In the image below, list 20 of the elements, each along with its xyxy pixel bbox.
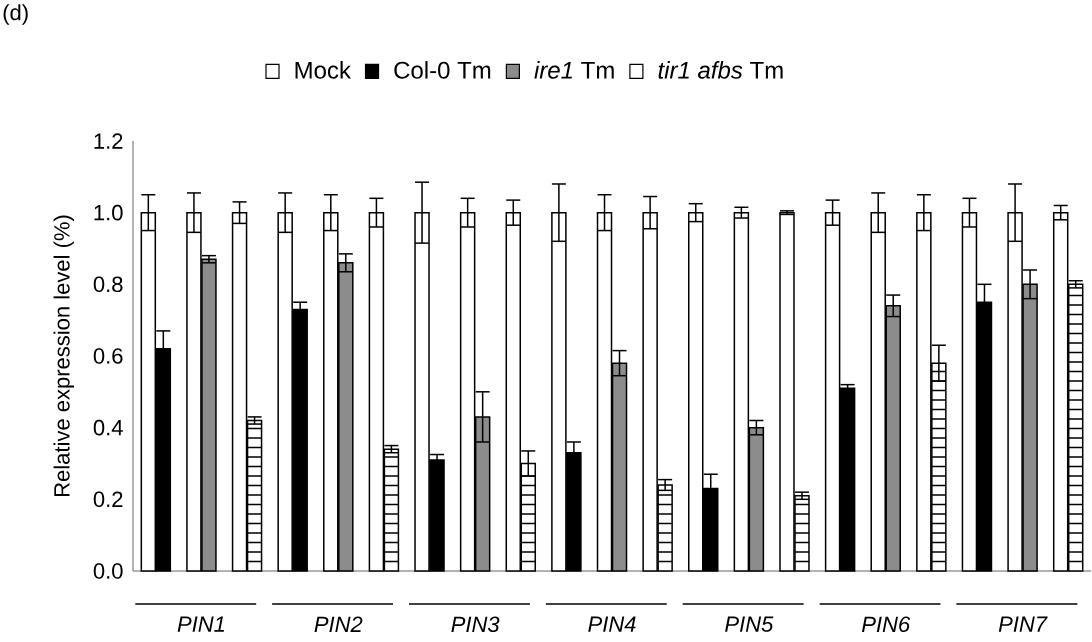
- x-tick-label: PIN6: [861, 616, 911, 633]
- y-axis-title: Relative expression level (%): [53, 215, 75, 497]
- legend-label: Col-0 Tm: [394, 61, 491, 79]
- legend-label: tir1 afbs Tm: [658, 61, 783, 79]
- y-tick-label: 1.0: [94, 204, 123, 221]
- x-tick-label: PIN5: [725, 616, 774, 632]
- x-tick-label: PIN2: [314, 616, 363, 632]
- legend-label: ire1 Tm: [534, 61, 614, 79]
- x-tick-label: PIN7: [998, 616, 1048, 632]
- y-tick-label: 0.6: [93, 348, 123, 364]
- y-tick-label: 1.2: [94, 133, 123, 149]
- x-tick-label: PIN1: [177, 616, 225, 632]
- x-tick-label: PIN3: [451, 616, 500, 633]
- legend-label: Mock: [295, 61, 351, 79]
- y-tick-label: 0.2: [93, 491, 123, 508]
- text: (d): [3, 4, 28, 25]
- y-tick-label: 0.8: [93, 276, 123, 293]
- y-tick-label: 0.4: [93, 419, 123, 436]
- x-tick-label: PIN4: [588, 616, 636, 632]
- y-tick-label: 0.0: [93, 563, 123, 579]
